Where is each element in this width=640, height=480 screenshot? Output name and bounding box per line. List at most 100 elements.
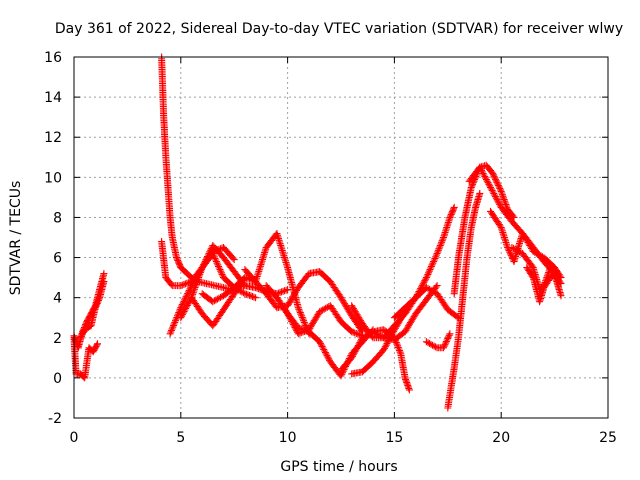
data-point bbox=[282, 286, 290, 294]
data-point bbox=[394, 343, 402, 351]
data-point bbox=[422, 274, 430, 282]
data-point bbox=[432, 343, 440, 351]
data-point bbox=[426, 340, 433, 347]
data-point bbox=[197, 267, 205, 275]
data-point bbox=[196, 270, 204, 278]
data-point bbox=[495, 183, 503, 191]
data-point bbox=[242, 290, 250, 298]
data-point bbox=[350, 305, 357, 313]
data-point bbox=[478, 166, 485, 174]
data-point bbox=[404, 323, 412, 331]
data-point bbox=[318, 342, 326, 350]
data-point bbox=[468, 182, 476, 190]
data-point bbox=[281, 287, 288, 295]
data-point bbox=[195, 274, 203, 282]
series-arc-19 bbox=[422, 330, 454, 352]
data-point bbox=[352, 330, 360, 337]
data-point bbox=[394, 320, 402, 328]
data-point bbox=[319, 344, 327, 352]
data-point bbox=[439, 235, 447, 243]
x-tick-label: 5 bbox=[176, 430, 185, 446]
data-point bbox=[100, 270, 108, 278]
data-point bbox=[480, 171, 488, 179]
series-arc-20 bbox=[444, 189, 484, 412]
data-point bbox=[213, 295, 221, 303]
data-point bbox=[184, 290, 192, 297]
data-point bbox=[489, 171, 497, 179]
data-point bbox=[168, 327, 175, 334]
data-point bbox=[437, 240, 445, 248]
data-point bbox=[350, 306, 358, 314]
data-point bbox=[532, 249, 540, 257]
y-tick-label: 0 bbox=[53, 371, 62, 387]
x-tick-label: 15 bbox=[385, 430, 403, 446]
data-point bbox=[209, 250, 217, 257]
data-point bbox=[505, 247, 513, 255]
data-point bbox=[447, 212, 454, 220]
data-point bbox=[337, 372, 345, 380]
data-point bbox=[92, 302, 100, 310]
data-point bbox=[435, 245, 443, 253]
series-arc-23 bbox=[487, 207, 565, 282]
data-point bbox=[497, 186, 504, 194]
data-point bbox=[94, 340, 101, 348]
data-point bbox=[279, 250, 287, 258]
data-point bbox=[182, 293, 190, 301]
data-point bbox=[514, 247, 522, 255]
data-point bbox=[283, 260, 290, 268]
y-tick-label: 6 bbox=[53, 251, 62, 267]
data-point bbox=[256, 264, 264, 272]
data-point bbox=[484, 179, 492, 187]
data-point bbox=[190, 285, 198, 293]
y-axis-label: SDTVAR / TECUs bbox=[8, 181, 24, 296]
data-point bbox=[498, 189, 506, 197]
data-point bbox=[504, 245, 512, 253]
data-point bbox=[178, 281, 186, 289]
data-point bbox=[501, 235, 509, 243]
data-point bbox=[351, 329, 359, 337]
data-point bbox=[189, 289, 197, 297]
data-point bbox=[180, 308, 188, 316]
data-point bbox=[422, 338, 430, 346]
data-point bbox=[252, 294, 260, 302]
data-point bbox=[436, 242, 444, 249]
data-point bbox=[556, 272, 564, 280]
data-point bbox=[492, 194, 500, 202]
data-point bbox=[426, 266, 434, 274]
data-point bbox=[176, 305, 184, 313]
data-point bbox=[100, 278, 108, 286]
data-point bbox=[181, 280, 189, 288]
data-point bbox=[195, 272, 203, 280]
data-point bbox=[273, 230, 281, 237]
data-point bbox=[493, 178, 501, 186]
data-point bbox=[230, 256, 238, 264]
data-point bbox=[250, 293, 258, 301]
data-point bbox=[491, 191, 499, 199]
data-point bbox=[317, 307, 325, 315]
x-axis-label: GPS time / hours bbox=[280, 459, 397, 475]
data-point bbox=[403, 325, 411, 333]
data-point bbox=[430, 256, 438, 264]
y-tick-label: -2 bbox=[48, 411, 62, 427]
data-point bbox=[210, 251, 218, 259]
data-point bbox=[395, 345, 403, 353]
data-point bbox=[442, 338, 450, 346]
data-point bbox=[184, 288, 192, 296]
data-point bbox=[349, 351, 357, 359]
y-tick-label: 12 bbox=[44, 130, 62, 146]
data-point bbox=[175, 259, 183, 267]
data-point bbox=[185, 286, 193, 294]
data-point bbox=[247, 292, 255, 300]
data-point bbox=[528, 262, 536, 270]
data-point bbox=[383, 340, 391, 348]
data-point bbox=[91, 304, 99, 312]
data-point bbox=[355, 340, 363, 348]
data-point bbox=[355, 331, 363, 339]
data-point bbox=[489, 169, 497, 177]
data-point bbox=[353, 343, 361, 351]
data-point bbox=[180, 281, 188, 288]
data-point bbox=[351, 348, 359, 356]
data-point bbox=[427, 262, 435, 270]
data-point bbox=[534, 250, 542, 258]
data-point bbox=[176, 307, 183, 315]
